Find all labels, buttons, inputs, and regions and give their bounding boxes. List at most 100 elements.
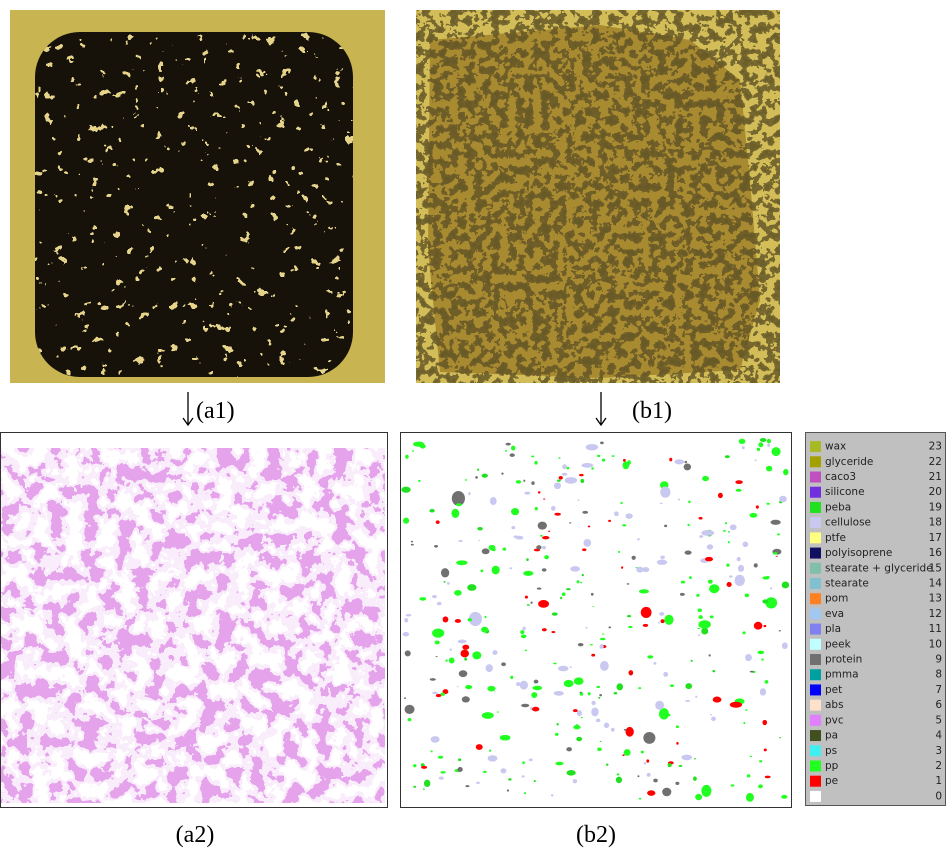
particle — [764, 775, 771, 779]
legend-swatch — [810, 486, 821, 498]
particle — [599, 644, 604, 649]
legend-value: 2 — [935, 760, 942, 772]
legend-swatch — [810, 638, 821, 650]
image-b2 — [400, 432, 792, 808]
particle — [675, 781, 680, 785]
particle — [515, 535, 524, 540]
legend-value: 11 — [929, 623, 942, 635]
particle — [561, 592, 566, 597]
particle — [638, 797, 642, 800]
particle — [438, 776, 444, 780]
particle — [562, 464, 567, 470]
particle — [553, 662, 557, 665]
particle — [421, 765, 428, 769]
particle — [582, 548, 587, 552]
particle — [446, 582, 450, 585]
particle — [541, 628, 547, 632]
particle — [658, 708, 670, 720]
legend-label: wax — [825, 441, 846, 453]
particle — [472, 651, 482, 660]
particle — [764, 680, 769, 684]
particle — [432, 691, 438, 695]
particle — [614, 511, 619, 517]
particle — [779, 736, 782, 739]
particle — [762, 599, 769, 604]
particle — [770, 519, 781, 525]
particle — [757, 650, 765, 655]
particle — [458, 539, 463, 543]
particle — [576, 736, 583, 742]
particle — [404, 650, 411, 657]
particle — [625, 513, 633, 519]
particle — [625, 726, 634, 737]
particle — [516, 682, 521, 687]
legend-label: silicone — [825, 486, 865, 498]
particle — [520, 634, 527, 639]
particle — [506, 789, 510, 792]
particle — [601, 633, 605, 635]
legend-value: 3 — [935, 745, 942, 757]
legend-label: pet — [825, 684, 842, 696]
particle — [587, 692, 591, 696]
legend-swatch — [810, 608, 821, 620]
particle — [511, 525, 516, 530]
particle — [766, 502, 770, 505]
particle — [435, 520, 440, 524]
legend-value: 20 — [929, 486, 942, 498]
particle — [759, 438, 767, 442]
particle — [413, 785, 417, 788]
particle — [566, 588, 571, 591]
particle — [711, 716, 716, 722]
particle — [698, 620, 711, 629]
particle — [481, 548, 490, 555]
particle — [485, 664, 493, 673]
legend-value: 14 — [929, 577, 943, 589]
particle — [580, 478, 585, 484]
particle — [599, 693, 602, 697]
legend-label: eva — [825, 608, 844, 620]
particle — [422, 788, 425, 790]
legend-swatch — [810, 684, 821, 696]
particle — [502, 547, 507, 551]
legend-swatch — [810, 714, 821, 726]
particle — [744, 593, 750, 598]
particle — [419, 597, 427, 601]
particle — [722, 530, 727, 532]
particle — [737, 564, 745, 572]
particle — [454, 619, 461, 623]
particle — [410, 543, 414, 546]
legend-value: 13 — [929, 593, 942, 605]
particle — [656, 559, 668, 565]
particle — [563, 679, 574, 688]
particle — [540, 534, 543, 537]
particle — [585, 443, 599, 451]
particle — [597, 454, 601, 458]
particle — [556, 479, 561, 482]
particle — [487, 755, 498, 762]
particle — [560, 596, 563, 600]
particle — [504, 450, 508, 452]
particle — [688, 576, 692, 579]
particle — [637, 538, 640, 541]
particle — [448, 657, 455, 664]
particle — [531, 481, 535, 485]
particle — [456, 560, 468, 566]
legend-label: peba — [825, 501, 851, 513]
legend-value: 6 — [935, 699, 942, 711]
particle — [763, 748, 767, 752]
particle — [699, 535, 704, 538]
particle — [500, 768, 507, 774]
particle — [676, 742, 679, 745]
particle — [534, 460, 538, 465]
particle — [496, 711, 499, 713]
particle — [537, 491, 541, 494]
particle — [481, 626, 489, 633]
particle — [771, 447, 781, 457]
particle — [709, 584, 720, 594]
legend-swatch — [810, 745, 821, 757]
particle — [622, 458, 626, 462]
image-a2 — [0, 432, 388, 808]
particle — [451, 508, 460, 519]
particle — [659, 502, 663, 505]
